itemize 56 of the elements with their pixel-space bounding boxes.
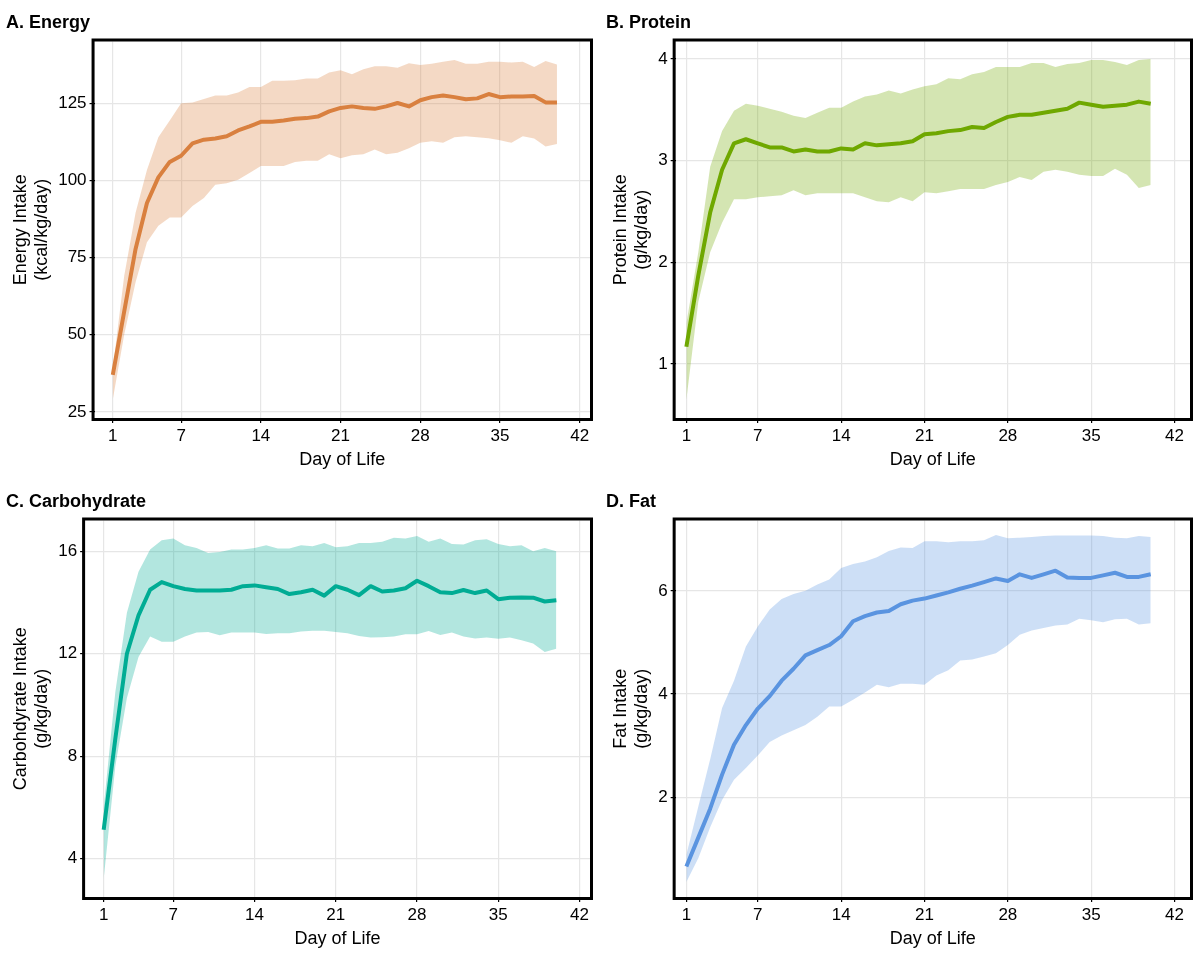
- chart-title: B. Protein: [606, 11, 692, 32]
- x-tick-label: 14: [831, 425, 851, 445]
- y-tick-label: 12: [58, 643, 78, 663]
- x-tick-label: 7: [753, 904, 763, 924]
- chart-title: A. Energy: [6, 11, 91, 32]
- y-tick-label: 2: [658, 252, 668, 272]
- x-tick-label: 1: [681, 425, 692, 445]
- x-tick-label: 35: [488, 904, 508, 924]
- x-tick-label: 35: [1081, 904, 1101, 924]
- x-tick-label: 21: [326, 904, 346, 924]
- x-axis-title: Day of Life: [294, 928, 381, 949]
- x-tick-label: 28: [998, 425, 1018, 445]
- x-tick-label: 42: [570, 425, 590, 445]
- x-tick-label: 35: [1081, 425, 1101, 445]
- x-tick-label: 1: [681, 904, 692, 924]
- x-tick-label: 14: [251, 425, 271, 445]
- x-axis-title: Day of Life: [299, 449, 386, 470]
- y-tick-label: 6: [658, 580, 668, 600]
- x-tick-label: 1: [108, 425, 118, 445]
- x-tick-label: 28: [410, 425, 430, 445]
- chart-title: C. Carbohydrate: [6, 490, 147, 511]
- x-tick-label: 42: [1165, 904, 1184, 924]
- y-tick-label: 4: [658, 48, 668, 68]
- x-tick-label: 21: [915, 904, 934, 924]
- x-tick-label: 35: [490, 425, 510, 445]
- y-tick-label: 100: [58, 170, 87, 190]
- x-axis-title: Day of Life: [889, 928, 976, 949]
- x-tick-label: 42: [1165, 425, 1184, 445]
- y-tick-label: 125: [58, 92, 87, 112]
- chart-title: D. Fat: [606, 490, 657, 511]
- y-tick-label: 3: [658, 150, 668, 170]
- y-tick-label: 16: [58, 541, 78, 561]
- x-tick-label: 21: [915, 425, 934, 445]
- x-tick-label: 42: [570, 904, 590, 924]
- y-tick-label: 4: [658, 683, 668, 703]
- x-tick-label: 14: [831, 904, 851, 924]
- x-tick-label: 28: [407, 904, 427, 924]
- y-axis-title: Energy Intake (kcal/kg/day): [9, 174, 52, 286]
- y-axis-title: Protein Intake (g/kg/day): [609, 174, 652, 286]
- y-axis-title: Fat Intake (g/kg/day): [609, 668, 652, 749]
- y-tick-label: 1: [658, 353, 668, 373]
- x-axis-title: Day of Life: [889, 449, 976, 470]
- y-tick-label: 75: [67, 247, 87, 267]
- y-tick-label: 4: [67, 848, 78, 868]
- y-tick-label: 50: [67, 324, 87, 344]
- y-tick-label: 25: [67, 401, 87, 421]
- x-tick-label: 7: [168, 904, 179, 924]
- x-tick-label: 7: [753, 425, 763, 445]
- x-tick-label: 14: [245, 904, 265, 924]
- x-tick-label: 1: [98, 904, 109, 924]
- x-tick-label: 28: [998, 904, 1018, 924]
- y-axis-title: Carbohdyrate Intake (g/kg/day): [9, 627, 52, 791]
- y-tick-label: 2: [658, 787, 668, 807]
- x-tick-label: 7: [176, 425, 186, 445]
- y-tick-label: 8: [67, 745, 78, 765]
- x-tick-label: 21: [331, 425, 351, 445]
